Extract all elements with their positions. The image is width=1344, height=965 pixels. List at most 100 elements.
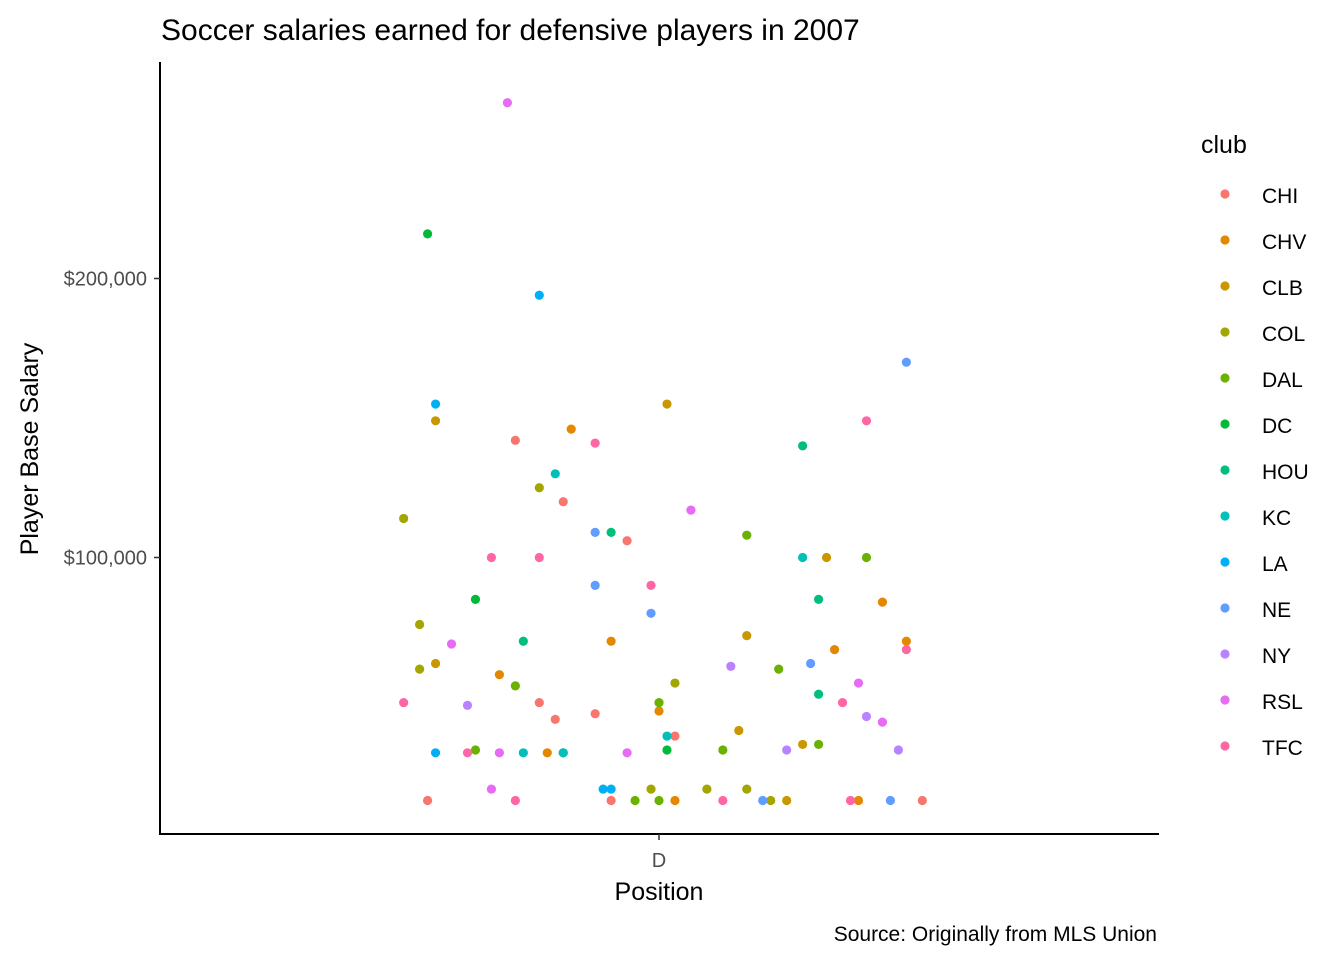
data-point: [670, 678, 680, 688]
y-axis-ticks: $100,000 $200,000: [64, 269, 160, 570]
legend-item-chv: CHV: [1220, 231, 1306, 254]
legend-key: [1220, 189, 1230, 199]
data-point: [774, 664, 784, 674]
y-tick-label: $200,000: [64, 269, 147, 291]
data-point: [758, 795, 768, 806]
legend-item-col: COL: [1220, 323, 1305, 346]
data-point: [470, 594, 481, 604]
data-point: [534, 483, 544, 493]
data-point: [534, 290, 544, 300]
data-point: [494, 670, 504, 680]
legend-key: [1220, 235, 1230, 245]
data-point: [510, 435, 520, 445]
data-point: [510, 795, 520, 806]
data-point: [670, 795, 680, 806]
data-point: [782, 745, 792, 755]
data-point: [462, 700, 473, 710]
legend-label: CLB: [1262, 277, 1303, 300]
data-point: [901, 357, 911, 367]
legend-key: [1220, 741, 1230, 751]
data-point: [399, 697, 409, 708]
series-rsl: [446, 98, 888, 794]
legend-key: [1220, 557, 1230, 567]
data-point: [829, 644, 840, 655]
data-point: [877, 597, 888, 607]
data-point: [622, 536, 632, 546]
data-point: [430, 399, 441, 409]
data-point: [782, 795, 792, 806]
data-point: [430, 416, 441, 426]
data-point: [686, 505, 696, 515]
data-point: [798, 441, 808, 451]
data-point: [510, 681, 520, 691]
data-point: [662, 745, 672, 755]
data-point: [566, 424, 576, 434]
data-point: [518, 748, 528, 758]
chart-title: Soccer salaries earned for defensive pla…: [161, 14, 860, 47]
data-point: [534, 697, 544, 708]
data-point: [702, 784, 712, 794]
legend-label: NY: [1262, 645, 1291, 668]
data-point: [861, 711, 872, 722]
data-point: [630, 795, 640, 806]
data-point: [415, 619, 425, 630]
legend-item-la: LA: [1220, 553, 1288, 576]
series-ne: [590, 357, 911, 806]
data-point: [718, 745, 728, 755]
data-point: [606, 636, 616, 646]
series-ny: [462, 661, 904, 755]
legend-label: DC: [1262, 415, 1292, 438]
data-point: [622, 748, 632, 758]
data-point: [502, 98, 512, 108]
data-point: [901, 636, 911, 646]
data-point: [662, 399, 672, 409]
series-clb: [430, 399, 832, 806]
data-point: [861, 416, 872, 426]
data-point: [462, 748, 473, 758]
data-point: [430, 748, 441, 758]
data-point: [558, 748, 568, 758]
data-point: [470, 745, 481, 755]
data-point: [542, 748, 552, 758]
legend-item-chi: CHI: [1220, 185, 1298, 208]
legend-item-dc: DC: [1220, 415, 1292, 438]
legend-label: KC: [1262, 507, 1291, 530]
y-axis-title: Player Base Salary: [16, 342, 44, 555]
data-point: [558, 497, 568, 507]
data-point: [885, 795, 896, 806]
data-point: [742, 631, 752, 641]
data-point: [814, 689, 824, 699]
legend-key: [1220, 603, 1230, 613]
series-hou: [518, 441, 824, 699]
data-point: [606, 784, 616, 794]
legend-key: [1220, 373, 1230, 383]
legend-label: LA: [1262, 553, 1288, 576]
data-point: [518, 636, 528, 646]
legend-item-dal: DAL: [1220, 369, 1303, 392]
data-point: [845, 795, 856, 806]
series-chv: [494, 424, 911, 806]
data-point: [726, 661, 736, 671]
data-point: [670, 731, 680, 741]
data-point: [646, 784, 656, 794]
legend-item-kc: KC: [1220, 507, 1291, 530]
data-point: [646, 608, 656, 618]
series-kc: [518, 469, 808, 758]
data-point: [550, 469, 560, 479]
data-point: [853, 795, 864, 806]
data-point: [861, 552, 872, 563]
data-point: [598, 784, 608, 794]
legend-label: RSL: [1262, 691, 1303, 714]
data-point: [734, 725, 744, 736]
data-point: [798, 739, 808, 750]
legend: CHI CHV CLB COL DAL DC HOU KC LA NE NY RSL TFC: [1220, 185, 1309, 760]
data-point: [893, 745, 904, 755]
data-point: [654, 697, 664, 708]
legend-item-ne: NE: [1220, 599, 1291, 622]
data-point: [654, 706, 664, 716]
data-point: [422, 229, 433, 239]
data-point: [606, 527, 616, 537]
legend-label: HOU: [1262, 461, 1309, 484]
legend-label: TFC: [1262, 737, 1303, 760]
